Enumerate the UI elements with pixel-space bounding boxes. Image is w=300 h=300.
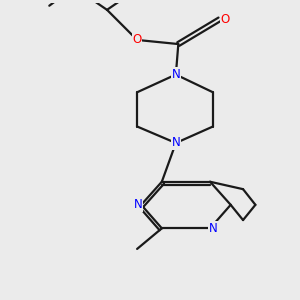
Text: O: O [133,33,142,46]
Text: O: O [220,13,230,26]
Text: N: N [172,136,180,149]
Text: N: N [208,222,217,235]
Text: N: N [134,198,143,211]
Text: N: N [172,68,180,81]
